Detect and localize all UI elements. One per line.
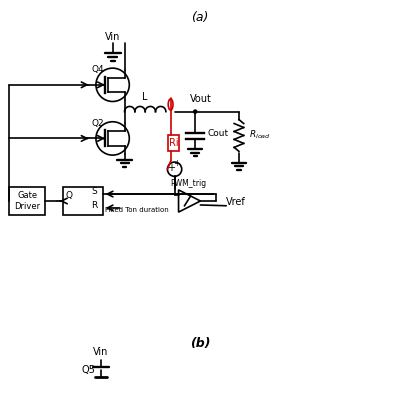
Ellipse shape xyxy=(168,99,173,110)
Text: +: + xyxy=(168,164,175,174)
Text: (a): (a) xyxy=(191,11,209,24)
Text: (b): (b) xyxy=(190,336,210,350)
Text: Vout: Vout xyxy=(190,94,212,104)
Circle shape xyxy=(194,110,197,113)
Bar xyxy=(9,187,45,215)
Text: Ri: Ri xyxy=(169,138,178,148)
Text: Q5: Q5 xyxy=(82,365,96,375)
Text: Vin: Vin xyxy=(93,347,108,357)
Text: R: R xyxy=(91,201,97,210)
Text: Q2: Q2 xyxy=(91,119,104,128)
Text: Cout: Cout xyxy=(207,129,228,138)
Text: Vin: Vin xyxy=(105,32,120,42)
Text: L: L xyxy=(142,92,148,102)
Text: Gate
Driver: Gate Driver xyxy=(14,191,40,211)
Text: S: S xyxy=(91,187,97,196)
Text: Fixed Ton duration: Fixed Ton duration xyxy=(105,207,168,213)
Text: Q4: Q4 xyxy=(91,65,104,74)
Text: Vref: Vref xyxy=(226,197,246,207)
Text: PWM_trig: PWM_trig xyxy=(170,179,206,188)
Text: $R_{load}$: $R_{load}$ xyxy=(249,128,271,141)
Bar xyxy=(63,187,103,215)
Text: +: + xyxy=(173,159,180,168)
Text: Q: Q xyxy=(66,191,72,200)
Bar xyxy=(168,136,179,151)
